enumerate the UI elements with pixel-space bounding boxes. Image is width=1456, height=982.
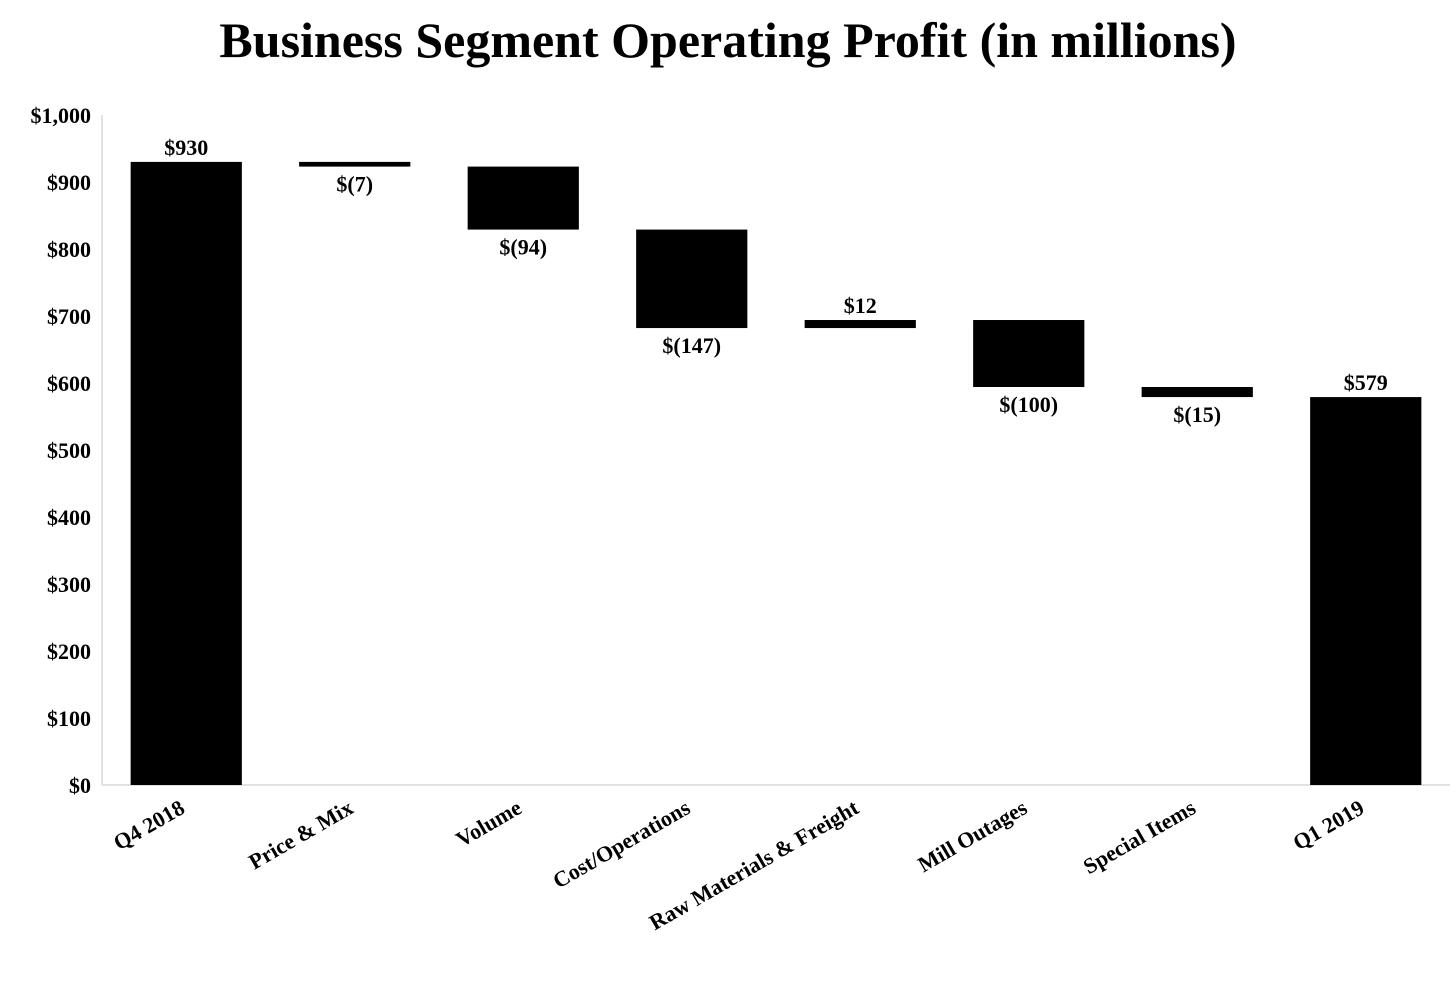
bar-cost-operations	[636, 229, 748, 329]
x-tick-label-q1-2019: Q1 2019	[1289, 795, 1369, 855]
chart-title: Business Segment Operating Profit (in mi…	[219, 12, 1237, 68]
y-tick-label: $1,000	[31, 103, 92, 128]
x-tick-label-price-mix: Price & Mix	[244, 795, 357, 875]
bar-mill-outages	[973, 320, 1085, 388]
x-tick-label-mill-outages: Mill Outages	[913, 794, 1031, 877]
y-axis-ticks: $0 $100 $200 $300 $400 $500 $600 $700 $800 $900 $1…	[31, 103, 92, 798]
data-label-mill-outages: $(100)	[999, 392, 1058, 417]
data-label-q1-2019: $579	[1344, 370, 1388, 395]
y-tick-label: $200	[47, 639, 91, 664]
y-tick-label: $0	[69, 773, 91, 798]
data-labels-group: $930 $(7) $(94) $(147) $12 $(100) $(15) $579	[164, 135, 1388, 427]
y-tick-label: $900	[47, 170, 91, 195]
data-label-cost-operations: $(147)	[662, 333, 721, 358]
y-tick-label: $400	[47, 505, 91, 530]
data-label-volume: $(94)	[499, 235, 547, 260]
x-tick-label-special-items: Special Items	[1079, 794, 1200, 879]
x-tick-label-volume: Volume	[451, 795, 525, 852]
data-label-special-items: $(15)	[1173, 402, 1221, 427]
bars-group	[130, 161, 1422, 785]
data-label-price-mix: $(7)	[336, 172, 373, 197]
y-tick-label: $100	[47, 706, 91, 731]
category-labels-group: Q4 2018 Price & Mix Volume Cost/OperationsR…	[109, 794, 1368, 935]
x-tick-label-cost-operations: Cost/Operations	[548, 794, 694, 893]
y-tick-label: $600	[47, 371, 91, 396]
bar-volume	[467, 166, 579, 230]
data-label-raw-materials-freight: $12	[844, 293, 877, 318]
y-tick-label: $800	[47, 237, 91, 262]
bar-raw-materials-freight	[804, 320, 916, 329]
data-label-q4-2018: $930	[164, 135, 208, 160]
y-tick-label: $700	[47, 304, 91, 329]
y-tick-label: $500	[47, 438, 91, 463]
bar-q4-2018	[130, 161, 242, 785]
bar-q1-2019	[1310, 397, 1422, 785]
y-tick-label: $300	[47, 572, 91, 597]
bar-special-items	[1141, 387, 1253, 398]
x-tick-label-q4-2018: Q4 2018	[109, 795, 189, 855]
bar-price-mix	[299, 161, 411, 167]
